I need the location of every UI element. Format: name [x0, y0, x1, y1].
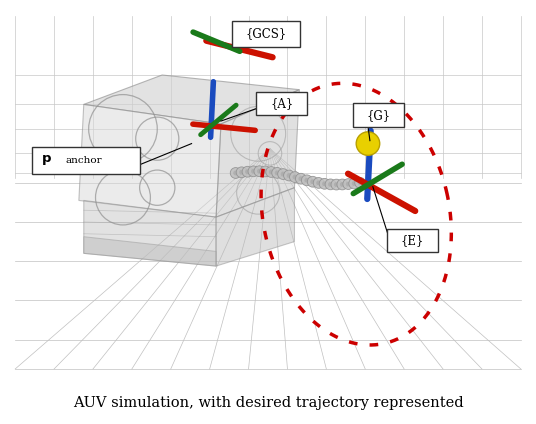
Circle shape [295, 173, 306, 184]
Circle shape [340, 182, 345, 187]
Polygon shape [84, 75, 300, 124]
Text: {E}: {E} [400, 234, 424, 247]
Circle shape [349, 178, 360, 189]
FancyBboxPatch shape [32, 147, 139, 174]
Circle shape [343, 179, 354, 190]
Circle shape [328, 182, 333, 187]
Text: $\mathbf{p}$: $\mathbf{p}$ [41, 153, 51, 167]
Circle shape [293, 175, 297, 179]
Circle shape [334, 182, 339, 187]
FancyBboxPatch shape [386, 229, 437, 252]
Circle shape [310, 179, 315, 184]
Polygon shape [216, 188, 294, 266]
Circle shape [251, 169, 256, 174]
Circle shape [331, 179, 342, 190]
Circle shape [242, 166, 253, 177]
Circle shape [284, 170, 294, 181]
Circle shape [248, 166, 259, 177]
Circle shape [299, 176, 303, 181]
Circle shape [319, 179, 330, 189]
Circle shape [352, 181, 356, 186]
Polygon shape [79, 104, 221, 217]
FancyBboxPatch shape [353, 103, 404, 127]
Text: {G}: {G} [367, 109, 391, 122]
Circle shape [313, 178, 324, 188]
Circle shape [254, 166, 265, 177]
Polygon shape [84, 201, 216, 266]
Circle shape [307, 176, 318, 187]
Circle shape [274, 170, 280, 175]
Circle shape [266, 167, 277, 177]
Circle shape [304, 178, 309, 183]
Circle shape [230, 167, 241, 179]
Circle shape [356, 132, 379, 155]
Circle shape [322, 181, 327, 186]
Circle shape [260, 166, 271, 177]
Circle shape [278, 169, 288, 179]
FancyBboxPatch shape [232, 21, 300, 47]
Polygon shape [216, 90, 300, 217]
FancyBboxPatch shape [256, 92, 307, 115]
Circle shape [289, 172, 300, 182]
Circle shape [316, 181, 321, 185]
Text: {A}: {A} [270, 97, 293, 110]
Circle shape [325, 179, 336, 190]
Circle shape [272, 167, 282, 178]
Polygon shape [84, 237, 216, 266]
Circle shape [281, 172, 286, 176]
Circle shape [257, 169, 262, 174]
Circle shape [358, 180, 362, 185]
Text: anchor: anchor [65, 156, 102, 165]
Circle shape [346, 181, 351, 187]
Circle shape [355, 177, 366, 188]
Circle shape [245, 169, 250, 174]
Text: AUV simulation, with desired trajectory represented: AUV simulation, with desired trajectory … [73, 396, 463, 410]
Circle shape [337, 179, 348, 190]
Circle shape [301, 175, 312, 186]
Circle shape [263, 169, 268, 174]
Circle shape [236, 167, 247, 178]
Text: {GCS}: {GCS} [245, 27, 287, 40]
Circle shape [269, 170, 274, 174]
Circle shape [239, 170, 244, 175]
Circle shape [233, 170, 238, 176]
Circle shape [287, 173, 292, 178]
